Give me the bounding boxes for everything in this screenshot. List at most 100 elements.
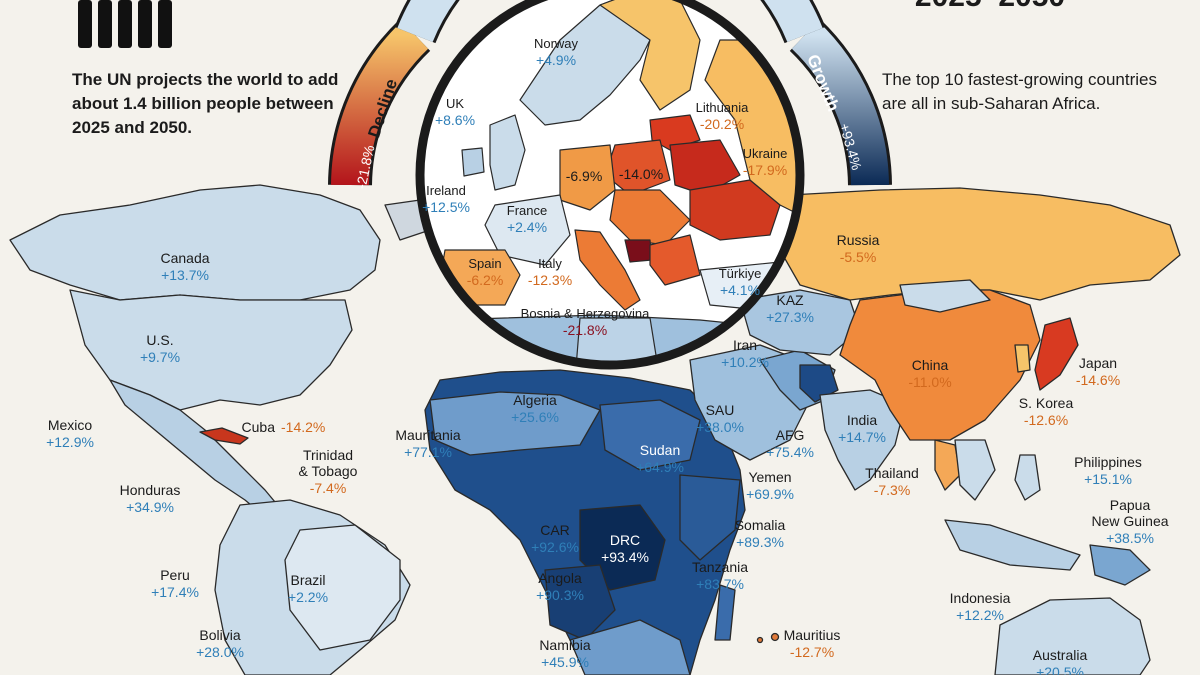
region-canada xyxy=(9,184,381,301)
region-china xyxy=(839,289,1041,441)
region-thailand xyxy=(934,439,961,491)
label-u-s-name: U.S. xyxy=(146,332,173,348)
country-labels: Canada+13.7% U.S.+9.7% Mexico+12.9% Cuba -14… xyxy=(46,36,1169,675)
inset-label-france-value: +2.4% xyxy=(507,219,547,235)
inset-label-spain-value: -6.2% xyxy=(467,272,504,288)
inset-label-norway-value: +4.9% xyxy=(536,52,576,68)
label-mexico-name: Mexico xyxy=(48,417,93,433)
label-canada-name: Canada xyxy=(160,250,209,266)
label-australia-value: +20.5% xyxy=(1036,664,1084,675)
label-drc-value: +93.4% xyxy=(601,549,649,565)
inset-label-bosnia-herzegovina-value: -21.8% xyxy=(563,322,607,338)
label-s-korea-value: -12.6% xyxy=(1024,412,1068,428)
inset-label-spain-name: Spain xyxy=(468,256,501,271)
label-honduras-value: +34.9% xyxy=(126,499,174,515)
title-fragment: 2025–2050 xyxy=(915,0,1065,13)
label-afg-name: AFG xyxy=(776,427,805,443)
label-japan-value: -14.6% xyxy=(1076,372,1120,388)
label-cuba-name: Cuba xyxy=(242,419,276,435)
label-mauritius-name: Mauritius xyxy=(784,627,841,643)
label-peru-name: Peru xyxy=(160,567,190,583)
label-bolivia-name: Bolivia xyxy=(199,627,240,643)
label-iran-name: Iran xyxy=(733,337,757,353)
region-mauritius xyxy=(770,632,780,642)
label-philippines-value: +15.1% xyxy=(1084,471,1132,487)
label-honduras-name: Honduras xyxy=(120,482,181,498)
region-brazil xyxy=(284,524,401,651)
inset-label-lithuania-name: Lithuania xyxy=(696,100,750,115)
label-peru-value: +17.4% xyxy=(151,584,199,600)
region-australia xyxy=(994,597,1151,675)
label-indonesia-name: Indonesia xyxy=(950,590,1011,606)
label-algeria-name: Algeria xyxy=(513,392,557,408)
label-iran-value: +10.2% xyxy=(721,354,769,370)
label-sudan-value: +64.9% xyxy=(636,459,684,475)
label-angola-name: Angola xyxy=(538,570,582,586)
label-somalia-name: Somalia xyxy=(735,517,786,533)
inset-label-lithuania-value: -20.2% xyxy=(700,116,744,132)
label-kaz-value: +27.3% xyxy=(766,309,814,325)
label-russia-value: -5.5% xyxy=(840,249,877,265)
note-left: The UN projects the world to add about 1… xyxy=(72,70,339,137)
inset-ireland xyxy=(461,147,485,177)
label-mauritius-value: -12.7% xyxy=(790,644,834,660)
label-china-name: China xyxy=(912,357,949,373)
label-trinidad-tobago-name-1: & Tobago xyxy=(299,463,358,479)
inset-label-uk-name: UK xyxy=(446,96,464,111)
label-russia-name: Russia xyxy=(837,232,880,248)
inset-label-unnamed-8-value: -6.9% xyxy=(566,168,603,184)
label-car-value: +92.6% xyxy=(531,539,579,555)
inset-label-ireland-name: Ireland xyxy=(426,183,466,198)
label-s-korea-name: S. Korea xyxy=(1019,395,1074,411)
label-japan-name: Japan xyxy=(1079,355,1117,371)
label-sau-value: +38.0% xyxy=(696,419,744,435)
inset-label-t-rkiye-name: Türkiye xyxy=(719,266,762,281)
label-tanzania-name: Tanzania xyxy=(692,559,748,575)
legend: Decline -21.8% Growth +93.4% xyxy=(328,0,892,190)
inset-label-france-name: France xyxy=(507,203,547,218)
inset-label-norway-name: Norway xyxy=(534,36,579,51)
label-kaz-name: KAZ xyxy=(776,292,804,308)
label-brazil-name: Brazil xyxy=(290,572,325,588)
label-tanzania-value: +83.7% xyxy=(696,576,744,592)
region-indonesia xyxy=(944,519,1081,571)
label-mauritania-value: +77.1% xyxy=(404,444,452,460)
label-philippines-name: Philippines xyxy=(1074,454,1142,470)
inset-italy xyxy=(574,229,641,311)
label-australia-name: Australia xyxy=(1033,647,1088,663)
people-icon xyxy=(78,0,172,48)
region-usa xyxy=(69,289,353,411)
inset-label-ukraine-name: Ukraine xyxy=(743,146,788,161)
label-yemen-name: Yemen xyxy=(748,469,791,485)
region-russia xyxy=(779,187,1181,301)
label-canada-value: +13.7% xyxy=(161,267,209,283)
label-sau-name: SAU xyxy=(706,402,735,418)
label-u-s-value: +9.7% xyxy=(140,349,180,365)
label-angola-value: +90.3% xyxy=(536,587,584,603)
label-somalia-value: +89.3% xyxy=(736,534,784,550)
inset-label-uk-value: +8.6% xyxy=(435,112,475,128)
label-trinidad-tobago-value: -7.4% xyxy=(310,480,347,496)
label-mexico-value: +12.9% xyxy=(46,434,94,450)
label-china-value: -11.0% xyxy=(908,374,951,390)
inset-label-italy-name: Italy xyxy=(538,256,562,271)
region-png xyxy=(1089,544,1151,586)
note-right: The top 10 fastest-growing countries are… xyxy=(882,70,1157,113)
label-car-name: CAR xyxy=(540,522,570,538)
region-philippines xyxy=(1014,454,1041,501)
label-papua-new-guinea-value: +38.5% xyxy=(1106,530,1154,546)
label-bolivia-value: +28.0% xyxy=(196,644,244,660)
inset-label-bosnia-herzegovina-name: Bosnia & Herzegovina xyxy=(521,306,650,321)
label-mauritania-name: Mauritania xyxy=(395,427,461,443)
region-south-korea xyxy=(1014,344,1031,373)
region-india xyxy=(819,389,906,491)
label-india-name: India xyxy=(847,412,878,428)
label-trinidad-tobago-name: Trinidad xyxy=(303,447,353,463)
region-cuba xyxy=(199,427,249,445)
label-sudan-name: Sudan xyxy=(640,442,680,458)
label-drc-name: DRC xyxy=(610,532,640,548)
inset-uk xyxy=(489,114,526,191)
inset-label-italy-value: -12.3% xyxy=(528,272,572,288)
label-yemen-value: +69.9% xyxy=(746,486,794,502)
